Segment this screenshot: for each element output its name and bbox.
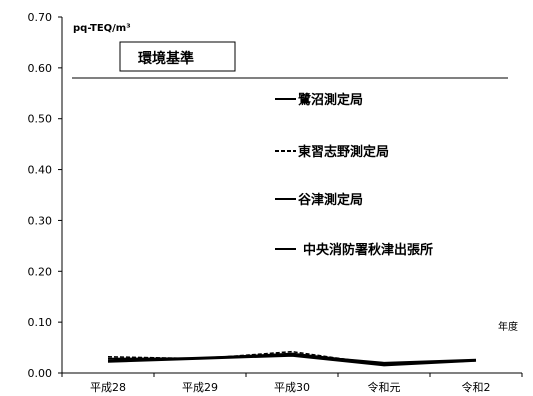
y-tick-label: 0.40 bbox=[28, 164, 53, 177]
y-tick-label: 0.70 bbox=[28, 11, 53, 24]
y-tick-label: 0.20 bbox=[28, 265, 53, 278]
y-tick-label: 0.10 bbox=[28, 316, 53, 329]
legend-label: 鷺沼測定局 bbox=[298, 92, 363, 108]
standard-label-box bbox=[119, 41, 236, 72]
y-axis-ticks: 0.00 0.10 0.20 0.30 0.40 0.50 0.60 0.70 bbox=[28, 11, 62, 380]
x-tick-label: 平成30 bbox=[274, 381, 310, 394]
y-tick-label: 0.60 bbox=[28, 62, 53, 75]
x-unit-label: 年度 bbox=[498, 320, 518, 333]
y-tick-label: 0.00 bbox=[28, 367, 53, 380]
x-tick-label: 平成29 bbox=[182, 381, 218, 394]
series-line-3 bbox=[107, 354, 477, 367]
legend-label: 中央消防署秋津出張所 bbox=[303, 242, 433, 258]
legend-label: 谷津測定局 bbox=[298, 192, 363, 208]
x-axis-ticks: 平成28 平成29 平成30 令和元 令和2 bbox=[61, 373, 523, 394]
y-tick-label: 0.30 bbox=[28, 214, 53, 227]
y-unit-label: pq-TEQ/m³ bbox=[73, 23, 131, 34]
x-tick-label: 平成28 bbox=[90, 381, 126, 394]
series-lines bbox=[107, 350, 477, 367]
standard-label: 環境基準 bbox=[138, 50, 194, 67]
series-line-2 bbox=[107, 353, 477, 364]
y-tick-label: 0.50 bbox=[28, 113, 53, 126]
x-tick-label: 令和2 bbox=[462, 380, 491, 394]
legend-label: 東習志野測定局 bbox=[298, 144, 389, 160]
x-tick-label: 令和元 bbox=[368, 380, 401, 394]
